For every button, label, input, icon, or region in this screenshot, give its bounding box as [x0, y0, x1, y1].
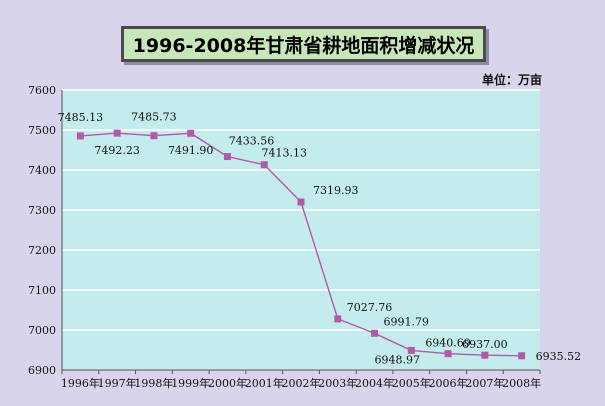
y-tick-label: 7200	[28, 244, 56, 257]
x-tick-label: 2003年	[318, 376, 357, 390]
plot-area	[62, 90, 540, 370]
data-label: 7319.93	[313, 184, 359, 197]
data-label: 7413.13	[261, 147, 307, 160]
x-tick-label: 2002年	[282, 376, 321, 390]
data-point	[444, 350, 452, 358]
x-tick-label: 1997年	[98, 376, 137, 390]
data-label: 6991.79	[384, 315, 430, 328]
y-tick-label: 6900	[28, 364, 56, 377]
chart-title: 1996-2008年甘肃省耕地面积增减状况	[132, 34, 475, 57]
y-tick-label: 7500	[28, 124, 56, 137]
data-label: 6935.52	[536, 350, 582, 363]
data-label: 7433.56	[229, 135, 275, 148]
unit-label: 单位：万亩	[481, 73, 542, 87]
x-tick-label: 2006年	[429, 376, 468, 390]
data-point	[260, 161, 268, 169]
data-label: 6937.00	[462, 338, 508, 351]
data-label: 7027.76	[347, 301, 393, 314]
data-point	[334, 315, 342, 323]
data-label: 7492.23	[94, 144, 140, 157]
data-label: 6948.97	[375, 353, 421, 366]
y-tick-label: 7400	[28, 164, 56, 177]
x-tick-label: 1999年	[171, 376, 210, 390]
data-point	[371, 329, 379, 337]
x-tick-label: 2005年	[392, 376, 431, 390]
title-box: 1996-2008年甘肃省耕地面积增减状况	[121, 26, 486, 62]
x-tick-label: 2007年	[465, 376, 504, 390]
x-tick-label: 1996年	[61, 376, 100, 390]
y-tick-label: 7600	[28, 84, 56, 97]
y-tick-label: 7300	[28, 204, 56, 217]
data-point	[407, 346, 415, 354]
data-point	[518, 352, 526, 360]
data-point	[187, 129, 195, 137]
data-label: 7485.73	[131, 111, 177, 124]
data-label: 7485.13	[58, 111, 104, 124]
x-tick-label: 1998年	[134, 376, 173, 390]
x-tick-label: 2004年	[355, 376, 394, 390]
data-point	[481, 351, 489, 359]
x-tick-label: 2000年	[208, 376, 247, 390]
y-tick-label: 7100	[28, 284, 56, 297]
data-label: 6940.69	[425, 337, 471, 350]
y-tick-label: 7000	[28, 324, 56, 337]
x-tick-label: 2008年	[502, 376, 541, 390]
data-point	[150, 132, 158, 140]
x-tick-label: 2001年	[245, 376, 284, 390]
data-point	[113, 129, 121, 137]
data-point	[223, 153, 231, 161]
data-point	[297, 198, 305, 206]
data-point	[76, 132, 84, 140]
data-label: 7491.90	[168, 144, 214, 157]
